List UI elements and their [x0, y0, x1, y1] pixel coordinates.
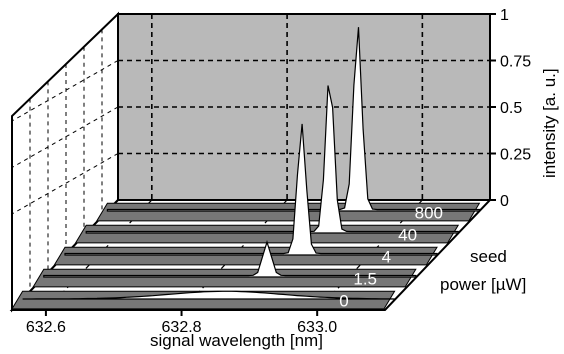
series-label: 40: [398, 226, 417, 245]
series-trace: [64, 123, 438, 256]
series-label: 1.5: [353, 270, 377, 289]
depth-label-line1: seed: [470, 247, 507, 266]
series-label: 800: [415, 204, 443, 223]
x-tick-label: 633.0: [297, 319, 337, 336]
series-trace: [22, 290, 396, 300]
z-tick-label: 0.25: [500, 147, 531, 164]
series-strip: [53, 246, 438, 266]
z-tick-label: 1: [500, 7, 509, 24]
x-tick-label: 632.6: [26, 319, 66, 336]
tick-labels: 0 0.25 0.5 0.75 1 632.6 632.8 633.0: [26, 7, 531, 336]
x-axis-label: signal wavelength [nm]: [150, 331, 323, 350]
series-trace: [85, 85, 459, 234]
series-label: 4: [382, 248, 391, 267]
depth-label-line2: power [µW]: [440, 275, 526, 294]
z-tick-label: 0.5: [500, 100, 522, 117]
z-tick-label: 0.75: [500, 54, 531, 71]
z-axis-label: intensity [a. u.]: [540, 68, 559, 178]
x-tick-label: 632.8: [162, 319, 202, 336]
z-tick-label: 0: [500, 193, 509, 210]
series-label: 0: [339, 292, 348, 311]
series-strip: [32, 268, 417, 288]
series-trace: [43, 239, 417, 278]
series-strips: 800 40 4 1.5 0: [11, 27, 481, 311]
